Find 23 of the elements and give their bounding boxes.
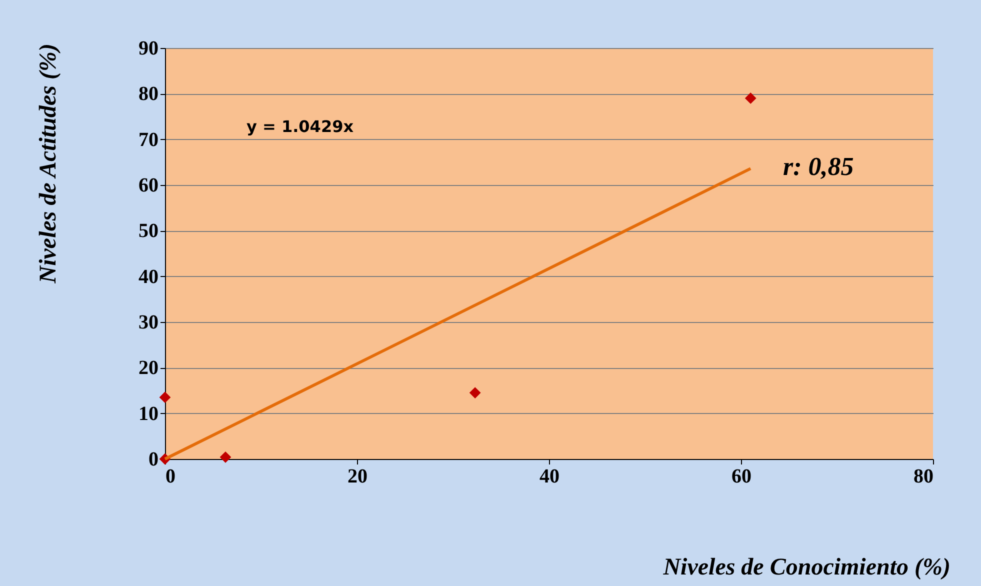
point	[744, 92, 756, 104]
x-tick-label: 0	[166, 466, 176, 488]
y-tick-label: 90	[138, 38, 158, 60]
annotation: y = 1.0429x	[246, 117, 354, 136]
y-tick-label: 10	[138, 402, 158, 425]
x-tick-label: 80	[914, 466, 934, 488]
y-tick-label: 50	[138, 220, 158, 242]
annotation: r: 0,85	[783, 152, 854, 181]
y-axis-title: Niveles de Actitudes (%)	[36, 44, 62, 284]
y-tick-label: 0	[148, 448, 158, 470]
x-tick-label: 60	[732, 466, 752, 488]
x-tick-label: 20	[348, 466, 368, 488]
point	[220, 451, 232, 463]
y-tick-label: 30	[138, 312, 158, 334]
x-tick-label: 40	[540, 466, 560, 488]
point	[159, 392, 171, 404]
y-tick-label: 40	[138, 266, 158, 288]
point	[469, 387, 481, 398]
x-axis-title: Niveles de Conocimiento (%)	[662, 554, 950, 580]
y-tick-label: 80	[138, 83, 158, 106]
y-tick-label: 20	[138, 357, 158, 380]
y-tick-label: 60	[138, 174, 158, 196]
y-tick-label: 70	[138, 128, 158, 151]
